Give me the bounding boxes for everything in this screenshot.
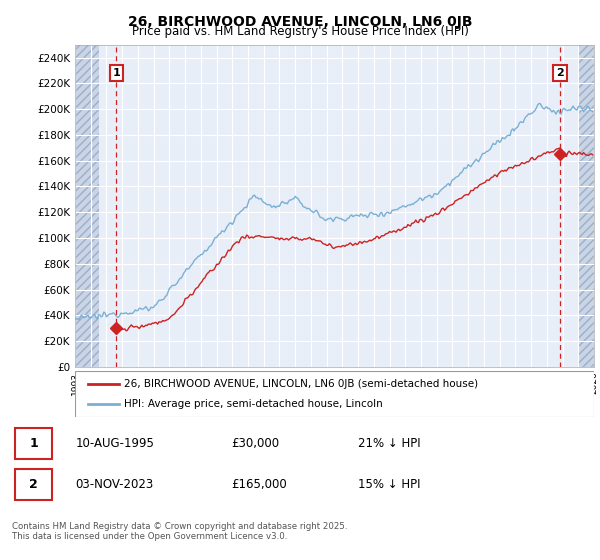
Text: 21% ↓ HPI: 21% ↓ HPI [358, 437, 420, 450]
Text: Price paid vs. HM Land Registry's House Price Index (HPI): Price paid vs. HM Land Registry's House … [131, 25, 469, 38]
Bar [75, 45, 98, 367]
Text: £30,000: £30,000 [231, 437, 279, 450]
Text: 15% ↓ HPI: 15% ↓ HPI [358, 478, 420, 491]
Text: 03-NOV-2023: 03-NOV-2023 [76, 478, 154, 491]
Text: 10-AUG-1995: 10-AUG-1995 [76, 437, 154, 450]
Text: 26, BIRCHWOOD AVENUE, LINCOLN, LN6 0JB (semi-detached house): 26, BIRCHWOOD AVENUE, LINCOLN, LN6 0JB (… [124, 379, 478, 389]
Bar [578, 45, 594, 367]
Text: 2: 2 [556, 68, 564, 78]
Text: Contains HM Land Registry data © Crown copyright and database right 2025.
This d: Contains HM Land Registry data © Crown c… [12, 522, 347, 542]
FancyBboxPatch shape [75, 371, 594, 417]
Text: £165,000: £165,000 [231, 478, 287, 491]
Text: 26, BIRCHWOOD AVENUE, LINCOLN, LN6 0JB: 26, BIRCHWOOD AVENUE, LINCOLN, LN6 0JB [128, 15, 472, 29]
FancyBboxPatch shape [15, 428, 52, 459]
Text: 1: 1 [29, 437, 38, 450]
Text: 1: 1 [112, 68, 120, 78]
Text: 2: 2 [29, 478, 38, 491]
FancyBboxPatch shape [15, 469, 52, 500]
Text: HPI: Average price, semi-detached house, Lincoln: HPI: Average price, semi-detached house,… [124, 399, 383, 409]
